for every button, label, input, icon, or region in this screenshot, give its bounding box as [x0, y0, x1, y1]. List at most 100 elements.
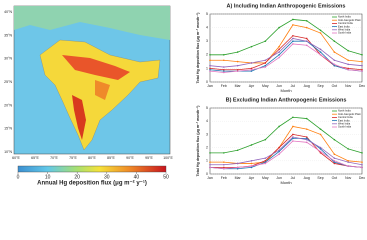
legend-label: Central India: [338, 115, 353, 119]
y-tick-label: 0: [206, 80, 208, 84]
data-point: [333, 64, 336, 67]
lat-label: 30°N: [4, 57, 12, 61]
y-tick-label: 4: [206, 119, 208, 123]
colorbar-tick-label: 10: [45, 174, 51, 180]
data-point: [305, 20, 308, 22]
x-tick-label: Jul: [291, 84, 296, 88]
data-point: [319, 54, 322, 56]
series-line: [209, 43, 363, 73]
x-tick-label: Sep: [317, 84, 323, 88]
data-point: [347, 148, 349, 150]
data-point: [347, 68, 349, 71]
lon-label: 75°E: [69, 156, 77, 160]
legend-label: West India: [338, 27, 351, 31]
lon-label: 95°E: [145, 156, 153, 160]
data-point: [292, 136, 294, 138]
series-line: [210, 24, 363, 64]
legend-label: Indo-Gangetic Plain: [338, 112, 361, 116]
data-point: [319, 128, 322, 130]
x-tick-label: Jun: [276, 84, 282, 88]
data-point: [347, 67, 349, 70]
x-axis-label: Month: [280, 88, 291, 93]
data-point: [209, 68, 211, 71]
x-tick-label: Dec: [359, 176, 365, 180]
data-point: [333, 162, 336, 165]
data-point: [292, 37, 294, 40]
data-point: [361, 64, 363, 67]
x-tick-label: May: [262, 176, 269, 180]
data-point: [236, 68, 239, 71]
data-point: [361, 163, 363, 166]
data-point: [319, 148, 322, 150]
data-point: [223, 163, 225, 166]
series-line: [209, 137, 363, 170]
x-tick-label: May: [262, 84, 269, 88]
legend-label: South India: [338, 31, 352, 35]
lon-label: 65°E: [31, 156, 39, 160]
data-point: [250, 162, 253, 165]
data-point: [347, 59, 349, 62]
data-point: [319, 150, 322, 153]
series-line: [210, 126, 363, 164]
data-point: [264, 66, 267, 68]
lon-label: 80°E: [88, 156, 96, 160]
data-point: [333, 157, 336, 159]
data-point: [347, 63, 349, 66]
data-point: [236, 51, 239, 53]
data-point: [305, 40, 308, 42]
data-point: [333, 40, 336, 42]
data-point: [264, 64, 267, 67]
legend-label: West India: [338, 121, 351, 125]
data-point: [319, 146, 322, 149]
lon-label: 85°E: [107, 156, 115, 160]
data-point: [250, 160, 253, 162]
data-point: [347, 160, 349, 162]
data-point: [264, 160, 267, 162]
lon-label: 90°E: [126, 156, 134, 160]
data-point: [319, 152, 322, 154]
data-point: [250, 70, 253, 72]
data-point: [319, 48, 322, 51]
data-point: [250, 68, 253, 71]
legend-label: North India: [338, 15, 351, 19]
data-point: [236, 70, 239, 72]
data-point: [278, 149, 280, 152]
data-point: [278, 26, 280, 29]
x-tick-label: Apr: [249, 84, 255, 88]
data-point: [278, 54, 280, 56]
data-point: [361, 68, 363, 71]
data-point: [292, 116, 294, 119]
y-axis-label: Total Hg deposition flux (μg m⁻² month⁻¹…: [196, 12, 200, 84]
lon-label: 70°E: [50, 156, 58, 160]
x-tick-label: Feb: [221, 176, 227, 180]
y-tick-label: 4: [206, 26, 208, 30]
series-line: [210, 136, 363, 166]
y-tick-label: 5: [206, 12, 208, 16]
data-point: [292, 125, 294, 128]
data-point: [223, 166, 225, 169]
data-point: [292, 40, 294, 42]
data-point: [305, 44, 308, 47]
chart-title: B) Excluding Indian Anthropogenic Emissi…: [226, 97, 347, 103]
data-point: [250, 67, 253, 70]
x-tick-label: Jan: [207, 176, 213, 180]
data-point: [223, 54, 225, 56]
legend-label: Indo-Gangetic Plain: [338, 18, 361, 22]
legend-label: North India: [338, 109, 351, 113]
data-point: [223, 161, 225, 163]
data-point: [264, 157, 267, 159]
data-point: [278, 153, 280, 155]
x-tick-label: Nov: [345, 176, 351, 180]
series-line: [210, 116, 363, 154]
data-point: [278, 45, 280, 48]
data-point: [236, 60, 239, 63]
colorbar-tick-label: 50: [163, 174, 169, 180]
data-point: [264, 162, 267, 165]
data-point: [333, 138, 336, 141]
data-point: [292, 140, 294, 142]
data-point: [305, 137, 308, 140]
data-point: [223, 71, 225, 74]
data-point: [305, 136, 308, 138]
data-point: [250, 45, 253, 48]
lat-label: 35°N: [4, 33, 12, 37]
